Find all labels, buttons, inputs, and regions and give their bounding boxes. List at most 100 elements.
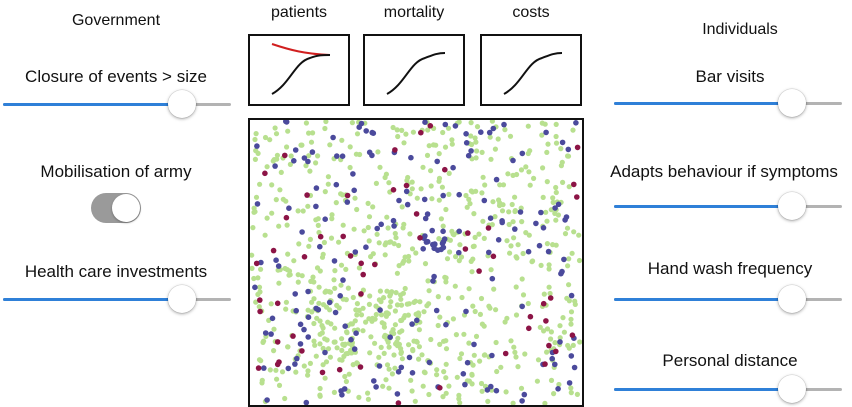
health-care-investments-slider[interactable]	[3, 285, 231, 315]
closure-of-events-slider[interactable]	[3, 90, 231, 120]
slider-knob[interactable]	[777, 285, 806, 313]
slider-knob[interactable]	[777, 192, 806, 220]
agent-dot	[399, 127, 405, 133]
agent-dot	[384, 214, 390, 220]
agent-dot	[541, 328, 547, 334]
slider-fill	[614, 205, 792, 208]
agent-dot	[426, 288, 432, 294]
agent-dot	[398, 364, 405, 371]
slider-knob[interactable]	[167, 90, 196, 118]
agent-dot	[510, 157, 516, 164]
mortality-chart	[363, 34, 465, 106]
agent-dot	[315, 216, 321, 222]
agent-dot	[269, 182, 275, 188]
agent-dot	[365, 224, 371, 231]
agent-dot	[499, 208, 506, 214]
agent-dot	[426, 143, 432, 149]
agent-dot	[486, 129, 493, 136]
agent-dot	[354, 131, 361, 137]
agent-dot	[440, 129, 446, 136]
agent-dot	[546, 342, 552, 349]
agent-dot	[507, 250, 513, 256]
adapts-behaviour-slider[interactable]	[614, 192, 842, 222]
agent-dot	[558, 146, 564, 152]
slider-knob[interactable]	[167, 285, 196, 313]
agent-dot	[329, 216, 335, 222]
agent-dot	[433, 307, 440, 314]
agent-dot	[485, 398, 491, 404]
agent-dot	[446, 191, 452, 197]
agent-dot	[499, 219, 505, 226]
agent-dot	[493, 307, 499, 313]
agent-dot	[495, 136, 501, 142]
slider-fill	[614, 388, 792, 391]
agent-dot	[426, 391, 432, 398]
agent-dot	[336, 239, 342, 245]
agent-dot	[386, 344, 392, 350]
agent-dot	[462, 381, 468, 388]
agent-dot	[576, 257, 582, 264]
agent-dot	[527, 182, 533, 188]
personal-distance-slider[interactable]	[614, 375, 842, 405]
agent-dot	[258, 358, 264, 364]
agent-dot	[385, 225, 391, 231]
toggle-knob[interactable]	[112, 194, 140, 222]
agent-dot	[370, 204, 376, 210]
agent-dot	[306, 153, 312, 159]
agent-dot	[413, 250, 419, 256]
agent-dot	[268, 301, 274, 307]
agent-dot	[377, 288, 383, 294]
agent-dot	[540, 300, 547, 307]
agent-dot	[438, 216, 444, 222]
agent-dot	[574, 194, 580, 200]
agent-dot	[478, 129, 484, 135]
agent-dot	[398, 292, 404, 298]
agent-dot	[392, 322, 398, 328]
agent-dot	[291, 158, 297, 164]
agent-dot	[406, 258, 412, 264]
agent-dot	[443, 206, 449, 213]
agent-dot	[320, 362, 326, 368]
slider-knob[interactable]	[777, 375, 806, 403]
agent-dot	[471, 211, 477, 217]
agent-dot	[377, 164, 383, 170]
agent-dot	[251, 275, 257, 282]
agent-dot	[469, 189, 476, 195]
agent-dot	[306, 243, 312, 249]
agent-dot	[322, 216, 328, 222]
patients-red-curve	[271, 43, 331, 56]
agent-dot	[401, 140, 407, 146]
agent-dot	[303, 120, 309, 126]
agent-dot	[356, 265, 362, 271]
agent-dot	[319, 323, 325, 329]
agent-dot	[344, 329, 350, 335]
agent-dot	[283, 299, 289, 305]
agent-dot	[398, 317, 404, 324]
agent-dot	[409, 370, 416, 376]
costs-black-curve	[503, 52, 563, 95]
agent-dot	[402, 254, 408, 260]
agent-dot	[275, 267, 281, 273]
agent-dot	[445, 295, 452, 301]
agent-dot	[326, 299, 333, 306]
agent-dot	[332, 325, 338, 331]
hand-wash-frequency-slider[interactable]	[614, 285, 842, 315]
slider-knob[interactable]	[777, 89, 806, 117]
agent-dot	[395, 133, 401, 140]
agent-dot	[255, 291, 261, 297]
bar-visits-slider[interactable]	[614, 89, 842, 119]
agent-dot	[253, 299, 259, 305]
agent-dot	[540, 165, 546, 171]
agent-dot	[389, 371, 395, 377]
agent-dot	[450, 164, 456, 171]
agent-dot	[332, 285, 338, 291]
agent-dot	[566, 380, 573, 386]
mortality-black-curve	[386, 52, 446, 95]
agent-dot	[308, 139, 315, 145]
agent-dot	[299, 273, 305, 279]
agent-dot	[323, 120, 329, 125]
agent-dot	[292, 361, 298, 367]
agent-dot	[526, 325, 532, 332]
mobilisation-of-army-toggle[interactable]	[91, 193, 141, 223]
agent-dot	[384, 362, 391, 368]
